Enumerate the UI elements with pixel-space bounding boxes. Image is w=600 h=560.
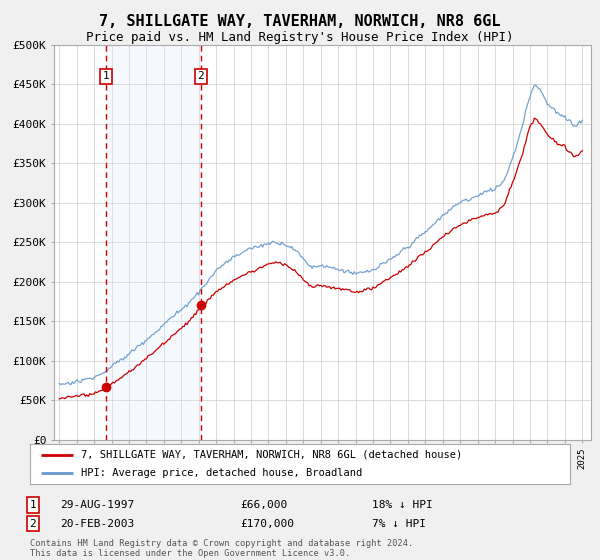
Text: 2: 2: [29, 519, 37, 529]
Text: 7, SHILLGATE WAY, TAVERHAM, NORWICH, NR8 6GL: 7, SHILLGATE WAY, TAVERHAM, NORWICH, NR8…: [99, 14, 501, 29]
Text: £66,000: £66,000: [240, 500, 287, 510]
Text: £170,000: £170,000: [240, 519, 294, 529]
Text: Contains HM Land Registry data © Crown copyright and database right 2024.
This d: Contains HM Land Registry data © Crown c…: [30, 539, 413, 558]
Text: 1: 1: [103, 71, 109, 81]
Text: 29-AUG-1997: 29-AUG-1997: [60, 500, 134, 510]
Text: 20-FEB-2003: 20-FEB-2003: [60, 519, 134, 529]
Text: 7, SHILLGATE WAY, TAVERHAM, NORWICH, NR8 6GL (detached house): 7, SHILLGATE WAY, TAVERHAM, NORWICH, NR8…: [82, 450, 463, 460]
Text: 7% ↓ HPI: 7% ↓ HPI: [372, 519, 426, 529]
Text: 1: 1: [29, 500, 37, 510]
Text: 2: 2: [197, 71, 205, 81]
Text: 18% ↓ HPI: 18% ↓ HPI: [372, 500, 433, 510]
Bar: [106, 45, 201, 440]
Text: HPI: Average price, detached house, Broadland: HPI: Average price, detached house, Broa…: [82, 468, 362, 478]
Text: Price paid vs. HM Land Registry's House Price Index (HPI): Price paid vs. HM Land Registry's House …: [86, 31, 514, 44]
